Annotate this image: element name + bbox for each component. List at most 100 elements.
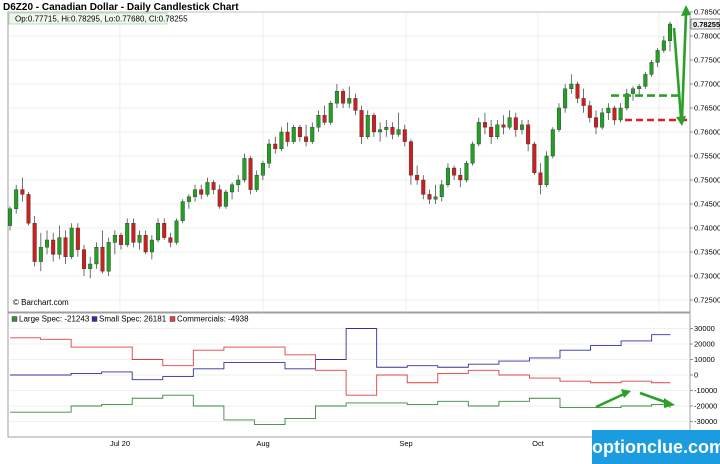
- price-axis: 0.78500 0.78000 0.77500 0.77000 0.76500 0.760…: [690, 8, 720, 305]
- candle-body: [452, 167, 457, 176]
- candle-body: [125, 222, 130, 245]
- price-tick-label: 0.73500: [694, 248, 720, 257]
- candle-body: [513, 117, 518, 130]
- info-box: [8, 12, 168, 25]
- candle-body: [310, 126, 315, 142]
- candle-body: [495, 124, 500, 138]
- cot-tick-label: 10000: [694, 355, 715, 364]
- candle-body: [526, 124, 531, 145]
- candle-body: [168, 237, 173, 243]
- candle-body: [439, 184, 444, 198]
- price-tick-label: 0.76500: [694, 104, 720, 113]
- candle-body: [236, 179, 241, 186]
- candle-body: [668, 23, 673, 41]
- cot-tick-label: -10000: [694, 386, 717, 395]
- candle-body: [7, 208, 12, 226]
- candle-body: [476, 122, 481, 145]
- price-tick-label: 0.74000: [694, 224, 720, 233]
- price-tick-label: 0.74500: [694, 200, 720, 209]
- price-tick-label: 0.73000: [694, 272, 720, 281]
- price-tick-label: 0.75000: [694, 176, 720, 185]
- candle-body: [143, 234, 148, 253]
- cot-arrow-up-shaft: [595, 392, 625, 409]
- candle-body: [396, 129, 401, 135]
- cot-arrow-down-shaft: [639, 391, 669, 405]
- candle-body: [624, 93, 629, 109]
- candle-body: [661, 40, 666, 51]
- price-tick-label: 0.77500: [694, 56, 720, 65]
- candle-body: [581, 98, 586, 106]
- candle-body: [297, 126, 302, 137]
- candle-body: [285, 131, 290, 142]
- candle-body: [205, 182, 210, 195]
- candle-body: [94, 246, 99, 265]
- last-price-box: [690, 18, 720, 30]
- source-label: © Barchart.com: [13, 298, 69, 307]
- candle-body: [347, 98, 352, 104]
- candle-body: [291, 126, 296, 142]
- candle-body: [20, 189, 25, 195]
- candle-body: [14, 189, 19, 210]
- candle-body: [273, 143, 278, 149]
- price-tick-label: 0.76000: [694, 128, 720, 137]
- ohlc-info: Op:0.77715, Hi:0.78295, Lo:0.77680, Cl:0…: [15, 15, 188, 24]
- candle-body: [248, 158, 253, 190]
- candle-body: [365, 114, 370, 137]
- candle-body: [563, 88, 568, 109]
- x-tick-label: Oct: [532, 439, 545, 448]
- candle-body: [575, 83, 580, 99]
- x-tick-label: Sep: [399, 439, 412, 448]
- candle-body: [600, 112, 605, 128]
- candle-body: [482, 122, 487, 128]
- up-arrow-head: [681, 5, 691, 16]
- cot-legend-swatch: [11, 316, 18, 322]
- candle-body: [643, 74, 648, 87]
- last-price-marker: 0.78255: [690, 18, 720, 30]
- candle-body: [119, 234, 124, 245]
- candle-body: [180, 201, 185, 222]
- price-panel: [7, 11, 691, 313]
- cot-legend-label: Large Spec: -21243: [19, 315, 90, 324]
- candle-body: [470, 143, 475, 164]
- candle-body: [223, 191, 228, 207]
- candle-body: [353, 98, 358, 111]
- candle-body: [618, 107, 623, 121]
- candle-body: [45, 239, 50, 248]
- candle-body: [606, 107, 611, 114]
- candle-body: [489, 126, 494, 137]
- cot-line-commercials: [10, 337, 671, 396]
- cot-tick-label: 0: [694, 371, 698, 380]
- candle-body: [186, 196, 191, 202]
- candle-body: [433, 196, 438, 200]
- cot-lines: [10, 328, 671, 426]
- candle-body: [32, 222, 37, 262]
- price-tick-label: 0.78000: [694, 32, 720, 41]
- candle-body: [100, 246, 105, 272]
- candle-body: [211, 182, 216, 190]
- candle-body: [341, 90, 346, 104]
- cot-arrow-up-head: [621, 389, 631, 398]
- candle-body: [328, 102, 333, 123]
- candle-body: [507, 117, 512, 128]
- price-tick-label: 0.77000: [694, 80, 720, 89]
- candle-body: [106, 242, 111, 272]
- candle-body: [75, 227, 80, 250]
- cot-tick-label: 30000: [694, 324, 715, 333]
- cot-line-small-spec: [10, 328, 671, 381]
- cot-legend-swatch: [91, 316, 98, 322]
- candle-body: [556, 107, 561, 130]
- cot-tick-label: 20000: [694, 340, 715, 349]
- brand-badge: optionclue.com: [592, 430, 720, 464]
- candle-body: [304, 136, 309, 142]
- candle-body: [384, 126, 389, 130]
- candle-body: [316, 114, 321, 128]
- candle-body: [69, 227, 74, 257]
- cot-line-large-spec: [10, 394, 671, 426]
- candle-body: [131, 222, 136, 243]
- candle-body: [637, 86, 642, 90]
- candle-body: [538, 172, 543, 186]
- cot-legend-swatch: [169, 316, 176, 322]
- chart-title: D6Z20 - Canadian Dollar - Daily Candlest…: [3, 2, 239, 13]
- candle-body: [63, 237, 68, 258]
